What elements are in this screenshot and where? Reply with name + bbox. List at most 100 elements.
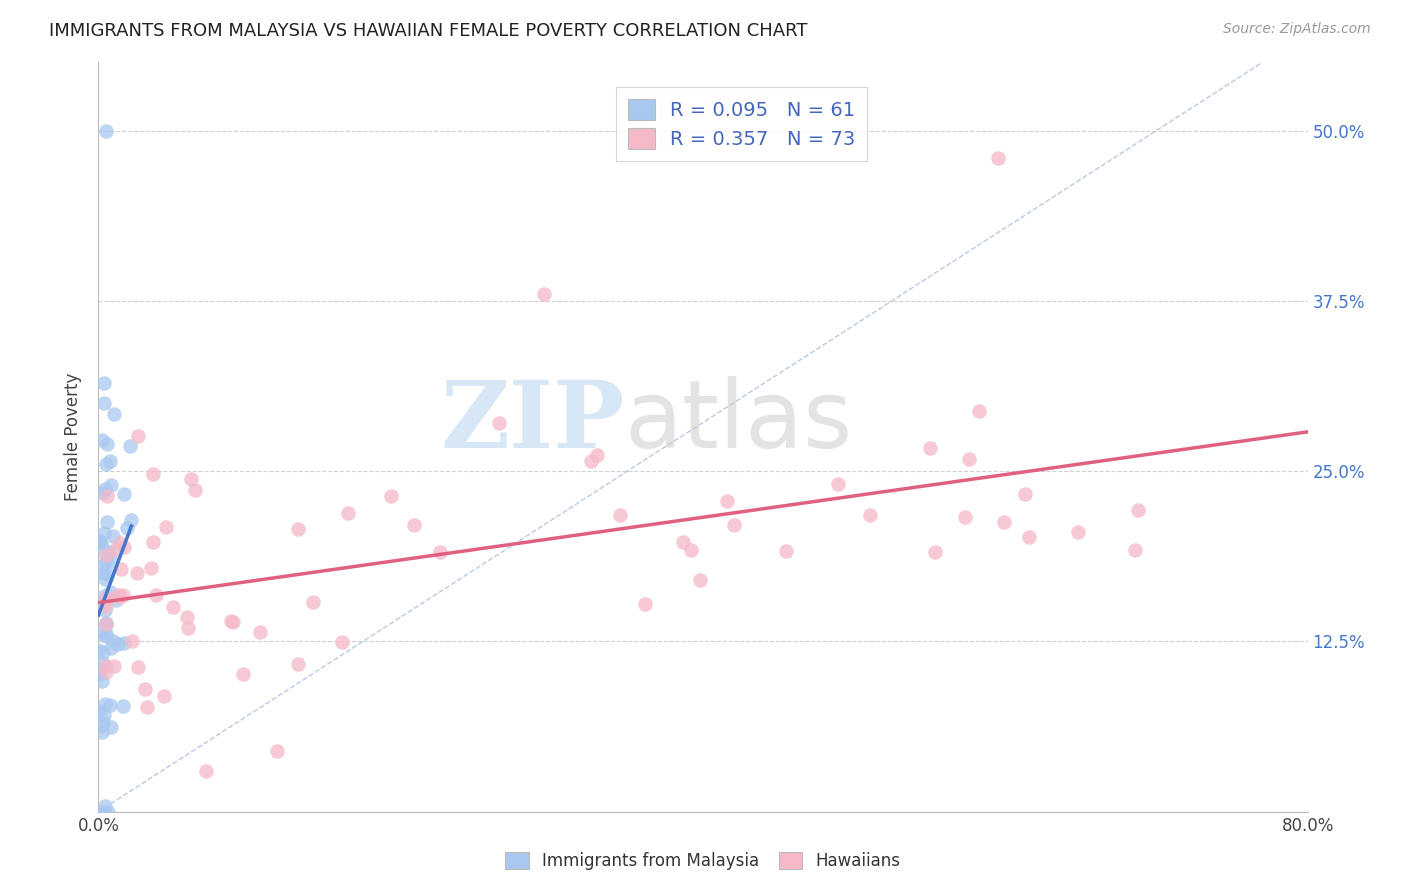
Point (94, 593, 117, 607)
Point (94, 798, 117, 813)
Legend: Immigrants from Malaysia, Hawaiians: Immigrants from Malaysia, Hawaiians (499, 845, 907, 877)
Y-axis label: Female Poverty: Female Poverty (65, 373, 83, 501)
Point (918, 441, 941, 455)
Point (115, 521, 138, 535)
Point (249, 625, 271, 640)
Point (96, 567, 118, 582)
Point (94, 573, 117, 587)
Point (89, 535, 111, 549)
Point (98, 584, 121, 599)
Point (94, 658, 117, 673)
Point (103, 659, 125, 673)
Point (180, 472, 202, 486)
Point (98, 453, 121, 467)
Point (101, 634, 124, 648)
Point (136, 700, 159, 714)
Point (775, 543, 797, 558)
Point (330, 634, 353, 648)
Point (404, 517, 426, 532)
Point (222, 615, 245, 629)
Point (100, 721, 122, 735)
Point (120, 439, 142, 453)
Point (1018, 531, 1040, 545)
Point (141, 535, 163, 549)
Point (94, 548, 117, 562)
Point (141, 561, 163, 575)
Point (96, 616, 118, 631)
Text: atlas: atlas (624, 376, 852, 468)
Text: ZIP: ZIP (440, 377, 624, 467)
Point (634, 597, 657, 611)
Point (716, 494, 738, 508)
Point (94, 629, 117, 643)
Point (107, 588, 129, 602)
Point (91, 674, 114, 689)
Point (142, 467, 165, 481)
Point (104, 593, 127, 607)
Point (111, 588, 134, 602)
Point (1014, 487, 1036, 501)
Point (859, 508, 882, 522)
Point (96, 627, 118, 641)
Point (176, 610, 198, 624)
Point (1066, 525, 1088, 540)
Point (112, 487, 135, 501)
Point (93, 396, 115, 410)
Point (96, 437, 118, 451)
Point (94, 482, 117, 496)
Point (98, 545, 121, 559)
Point (94, 599, 117, 613)
Point (100, 698, 122, 712)
Point (145, 588, 167, 602)
Point (91, 486, 114, 500)
Point (108, 536, 131, 550)
Point (108, 591, 131, 605)
Point (87, 643, 110, 657)
Point (94, 603, 117, 617)
Point (679, 543, 702, 558)
Point (91, 805, 114, 819)
Point (219, 614, 242, 628)
Point (723, 517, 745, 532)
Point (120, 512, 142, 526)
Point (1123, 542, 1146, 557)
Point (127, 660, 149, 674)
Point (89, 704, 111, 718)
Point (104, 541, 127, 556)
Point (380, 488, 402, 502)
Point (90, 663, 112, 677)
Point (302, 594, 325, 608)
Point (827, 476, 849, 491)
Text: IMMIGRANTS FROM MALAYSIA VS HAWAIIAN FEMALE POVERTY CORRELATION CHART: IMMIGRANTS FROM MALAYSIA VS HAWAIIAN FEM… (49, 22, 807, 40)
Point (579, 453, 602, 467)
Point (101, 529, 124, 543)
Point (672, 534, 695, 549)
Point (89, 626, 111, 640)
Point (96, 616, 118, 631)
Point (89, 666, 111, 681)
Point (94, 458, 117, 472)
Point (177, 621, 200, 635)
Point (266, 744, 288, 758)
Point (533, 287, 555, 301)
Point (93, 644, 115, 658)
Point (90, 559, 112, 574)
Point (103, 407, 125, 421)
Point (89, 667, 111, 681)
Point (232, 667, 254, 681)
Point (429, 544, 451, 558)
Point (93, 566, 115, 580)
Point (112, 699, 135, 714)
Point (101, 554, 124, 568)
Point (112, 540, 135, 554)
Point (90, 719, 112, 733)
Point (609, 508, 631, 522)
Point (91, 656, 114, 670)
Point (957, 451, 980, 466)
Point (987, 151, 1010, 165)
Point (121, 633, 143, 648)
Text: Source: ZipAtlas.com: Source: ZipAtlas.com (1223, 22, 1371, 37)
Point (90, 434, 112, 448)
Point (94, 665, 117, 679)
Point (90, 539, 112, 553)
